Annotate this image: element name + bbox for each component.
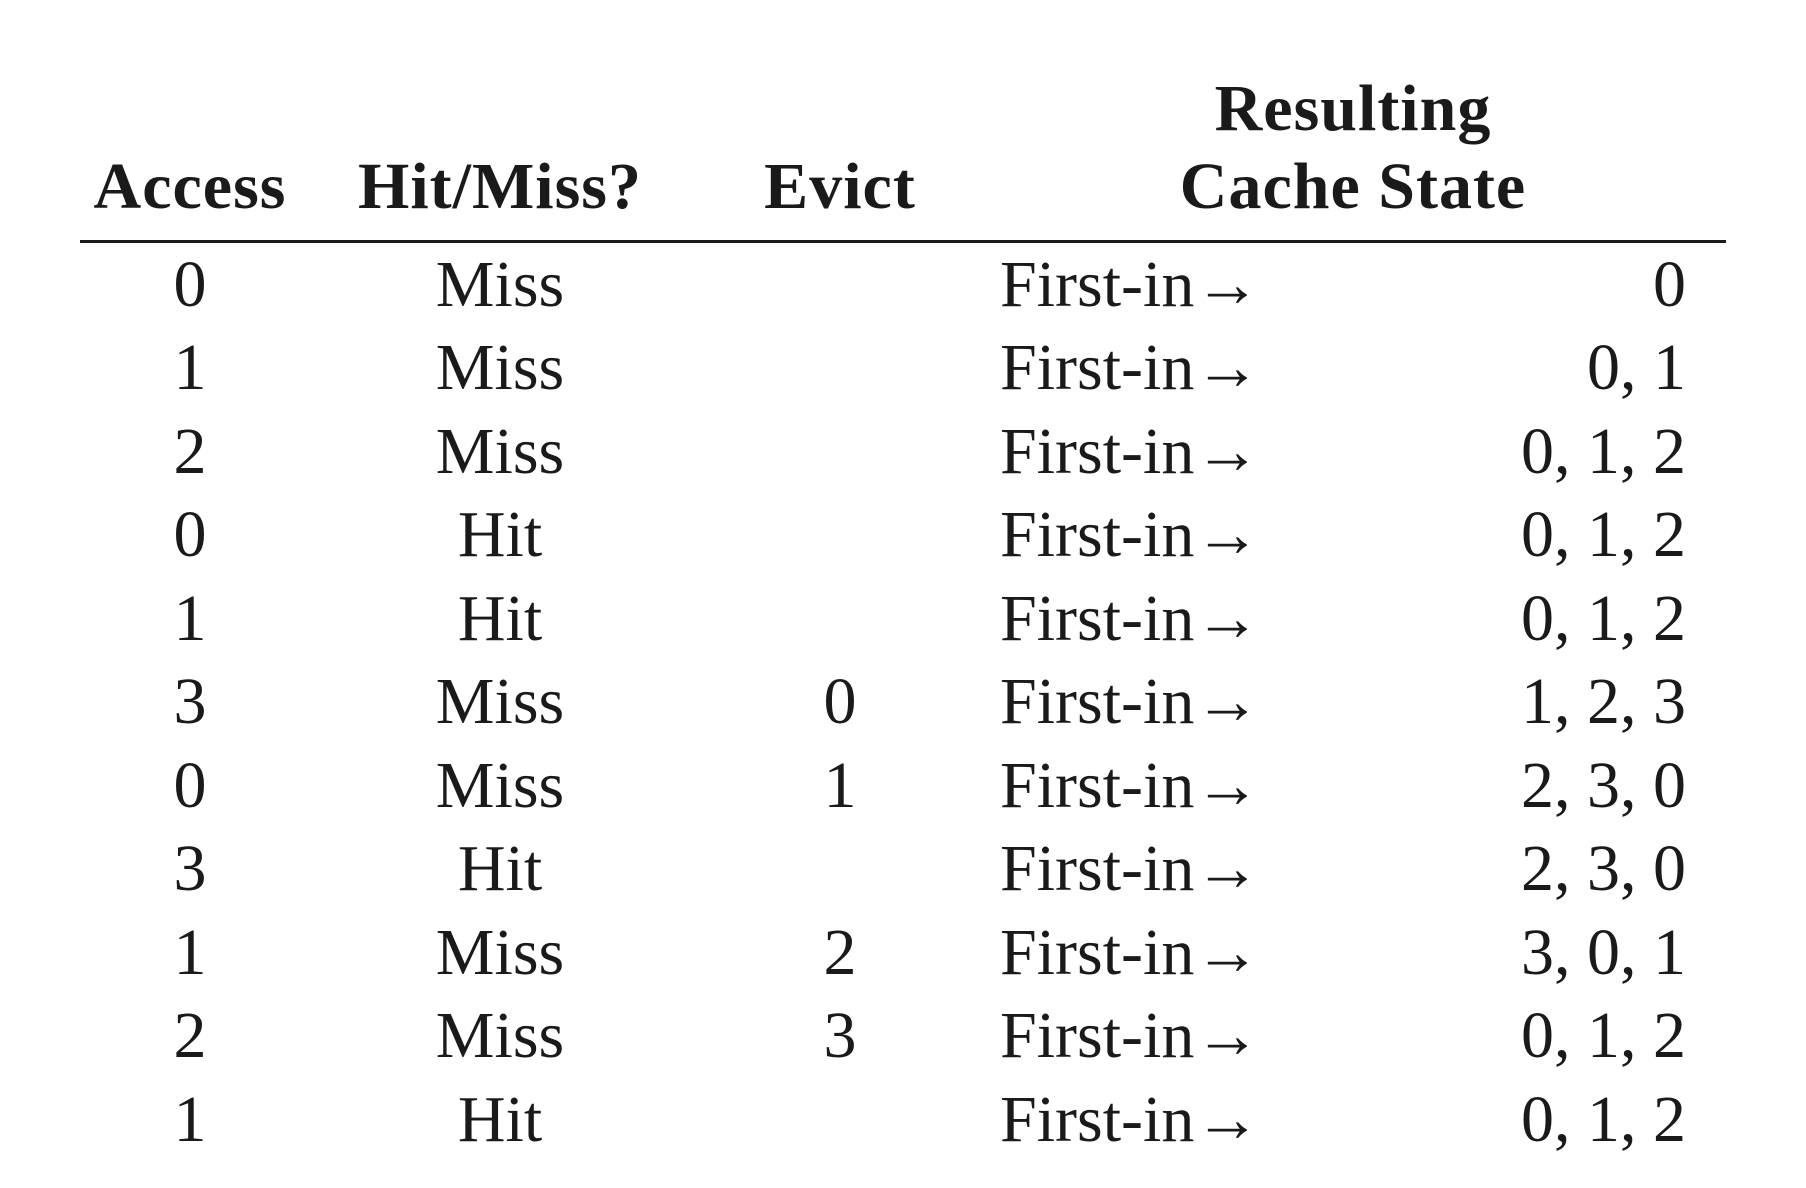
cell-first-in: First-in→ xyxy=(1000,414,1261,488)
cell-cache-state: 0, 1 xyxy=(1587,331,1687,405)
fifo-cache-table: Access Hit/Miss? Evict Resulting Cache S… xyxy=(80,70,1727,1162)
cell-hit-miss: Miss xyxy=(435,999,565,1073)
cell-hit-miss: Miss xyxy=(435,915,565,989)
table-row: 1 Hit First-in→ 0, 1, 2 xyxy=(80,1078,1726,1162)
cell-cache-state: 0, 1, 2 xyxy=(1521,1082,1687,1156)
cell-access: 1 xyxy=(173,1082,207,1156)
cell-access: 0 xyxy=(173,748,207,822)
cell-access: 2 xyxy=(173,999,207,1073)
cell-evict xyxy=(700,828,980,912)
cell-first-in: First-in→ xyxy=(1000,1082,1261,1156)
cell-first-in: First-in→ xyxy=(1000,581,1261,655)
cell-cache-state: 0, 1, 2 xyxy=(1521,414,1687,488)
cell-first-in: First-in→ xyxy=(1000,748,1261,822)
cell-first-in: First-in→ xyxy=(1000,915,1261,989)
table-row: 1 Miss First-in→ 0, 1 xyxy=(80,327,1726,411)
cell-evict: 3 xyxy=(823,999,857,1073)
cell-access: 1 xyxy=(173,331,207,405)
header-state-line2: Cache State xyxy=(1179,150,1527,223)
header-state-line1: Resulting xyxy=(1214,72,1492,145)
cell-evict xyxy=(700,1078,980,1162)
cell-first-in: First-in→ xyxy=(1000,832,1261,906)
cell-first-in: First-in→ xyxy=(1000,247,1261,321)
cell-evict: 0 xyxy=(823,665,857,739)
cell-first-in: First-in→ xyxy=(1000,999,1261,1073)
cell-access: 0 xyxy=(173,498,207,572)
cell-hit-miss: Miss xyxy=(435,331,565,405)
table-row: 0 Miss First-in→ 0 xyxy=(80,242,1726,327)
cell-access: 0 xyxy=(173,247,207,321)
cell-evict xyxy=(700,410,980,494)
cell-evict: 2 xyxy=(823,915,857,989)
cell-hit-miss: Hit xyxy=(457,498,543,572)
cell-cache-state: 1, 2, 3 xyxy=(1521,665,1687,739)
cell-hit-miss: Miss xyxy=(435,748,565,822)
cell-evict xyxy=(700,242,980,327)
cell-hit-miss: Hit xyxy=(457,832,543,906)
cell-evict: 1 xyxy=(823,748,857,822)
table-row: 2 Miss First-in→ 0, 1, 2 xyxy=(80,410,1726,494)
header-access: Access xyxy=(80,70,300,243)
table-row: 3 Miss 0 First-in→ 1, 2, 3 xyxy=(80,661,1726,745)
cell-access: 1 xyxy=(173,915,207,989)
header-resulting-cache-state: Resulting Cache State xyxy=(980,70,1727,243)
cell-evict xyxy=(700,494,980,578)
cell-cache-state: 0, 1, 2 xyxy=(1521,581,1687,655)
cell-first-in: First-in→ xyxy=(1000,665,1261,739)
table-row: 1 Hit First-in→ 0, 1, 2 xyxy=(80,577,1726,661)
cell-hit-miss: Miss xyxy=(435,665,565,739)
cell-access: 1 xyxy=(173,581,207,655)
cell-evict xyxy=(700,577,980,661)
cell-cache-state: 0, 1, 2 xyxy=(1521,498,1687,572)
cell-hit-miss: Miss xyxy=(435,247,565,321)
table-row: 1 Miss 2 First-in→ 3, 0, 1 xyxy=(80,911,1726,995)
cell-hit-miss: Hit xyxy=(457,1082,543,1156)
header-evict: Evict xyxy=(700,70,980,243)
cell-cache-state: 0, 1, 2 xyxy=(1521,999,1687,1073)
header-hit-miss: Hit/Miss? xyxy=(300,70,700,243)
cell-access: 3 xyxy=(173,665,207,739)
cell-hit-miss: Hit xyxy=(457,581,543,655)
cell-cache-state: 0 xyxy=(1653,247,1687,321)
cell-first-in: First-in→ xyxy=(1000,331,1261,405)
table-row: 0 Hit First-in→ 0, 1, 2 xyxy=(80,494,1726,578)
cell-cache-state: 3, 0, 1 xyxy=(1521,915,1687,989)
cell-access: 2 xyxy=(173,414,207,488)
cell-hit-miss: Miss xyxy=(435,414,565,488)
table-row: 2 Miss 3 First-in→ 0, 1, 2 xyxy=(80,995,1726,1079)
header-row: Access Hit/Miss? Evict Resulting Cache S… xyxy=(80,70,1727,243)
cell-cache-state: 2, 3, 0 xyxy=(1521,748,1687,822)
table-body: 0 Miss First-in→ 0 1 Miss First-in→ 0, 1… xyxy=(80,242,1726,1162)
cell-first-in: First-in→ xyxy=(1000,498,1261,572)
fifo-cache-table-container: Access Hit/Miss? Evict Resulting Cache S… xyxy=(80,70,1727,1162)
cell-access: 3 xyxy=(173,832,207,906)
table-row: 3 Hit First-in→ 2, 3, 0 xyxy=(80,828,1726,912)
cell-evict xyxy=(700,327,980,411)
cell-cache-state: 2, 3, 0 xyxy=(1521,832,1687,906)
table-header: Access Hit/Miss? Evict Resulting Cache S… xyxy=(80,70,1727,243)
table-row: 0 Miss 1 First-in→ 2, 3, 0 xyxy=(80,744,1726,828)
